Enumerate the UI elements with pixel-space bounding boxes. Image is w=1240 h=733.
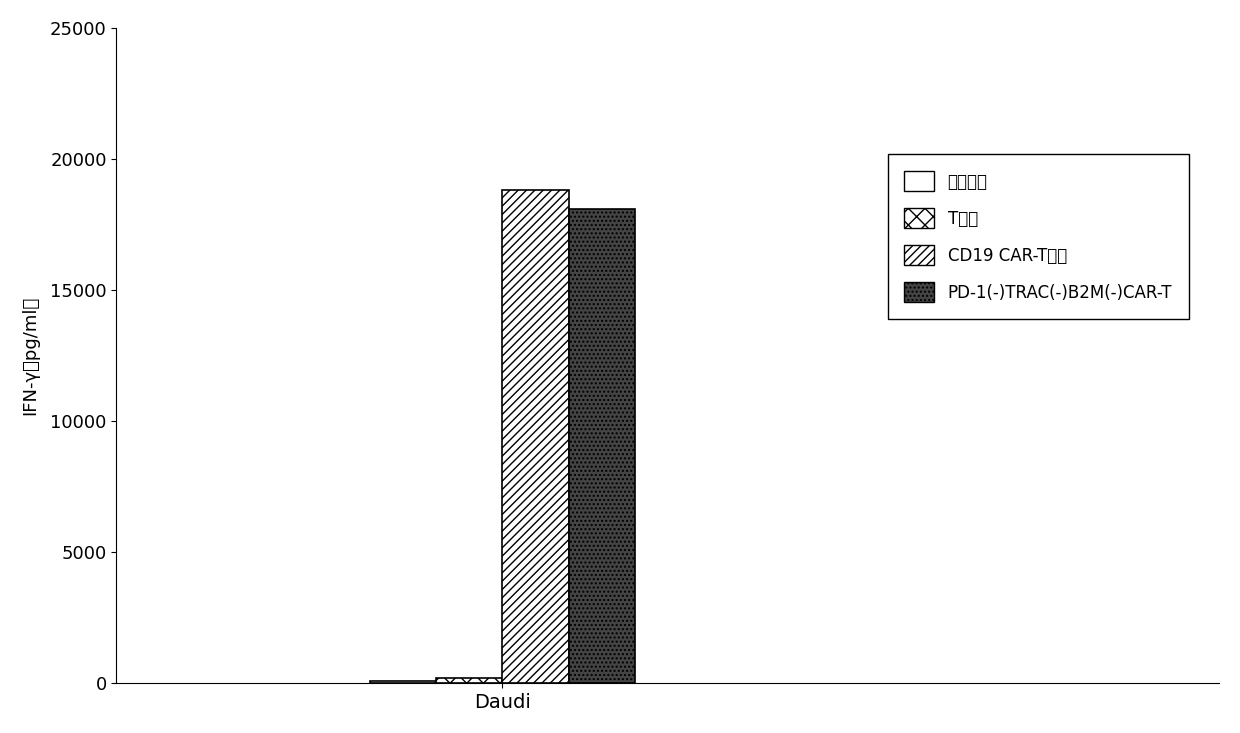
Y-axis label: IFN-γ（pg/ml）: IFN-γ（pg/ml） [21,296,38,416]
Bar [436,678,502,683]
Bar [370,681,436,683]
Bar [569,209,635,683]
Bar [502,191,569,683]
Legend: 空白对照, T细胞, CD19 CAR-T细胞, PD-1(-)TRAC(-)B2M(-)CAR-T: 空白对照, T细胞, CD19 CAR-T细胞, PD-1(-)TRAC(-)B… [888,154,1189,319]
